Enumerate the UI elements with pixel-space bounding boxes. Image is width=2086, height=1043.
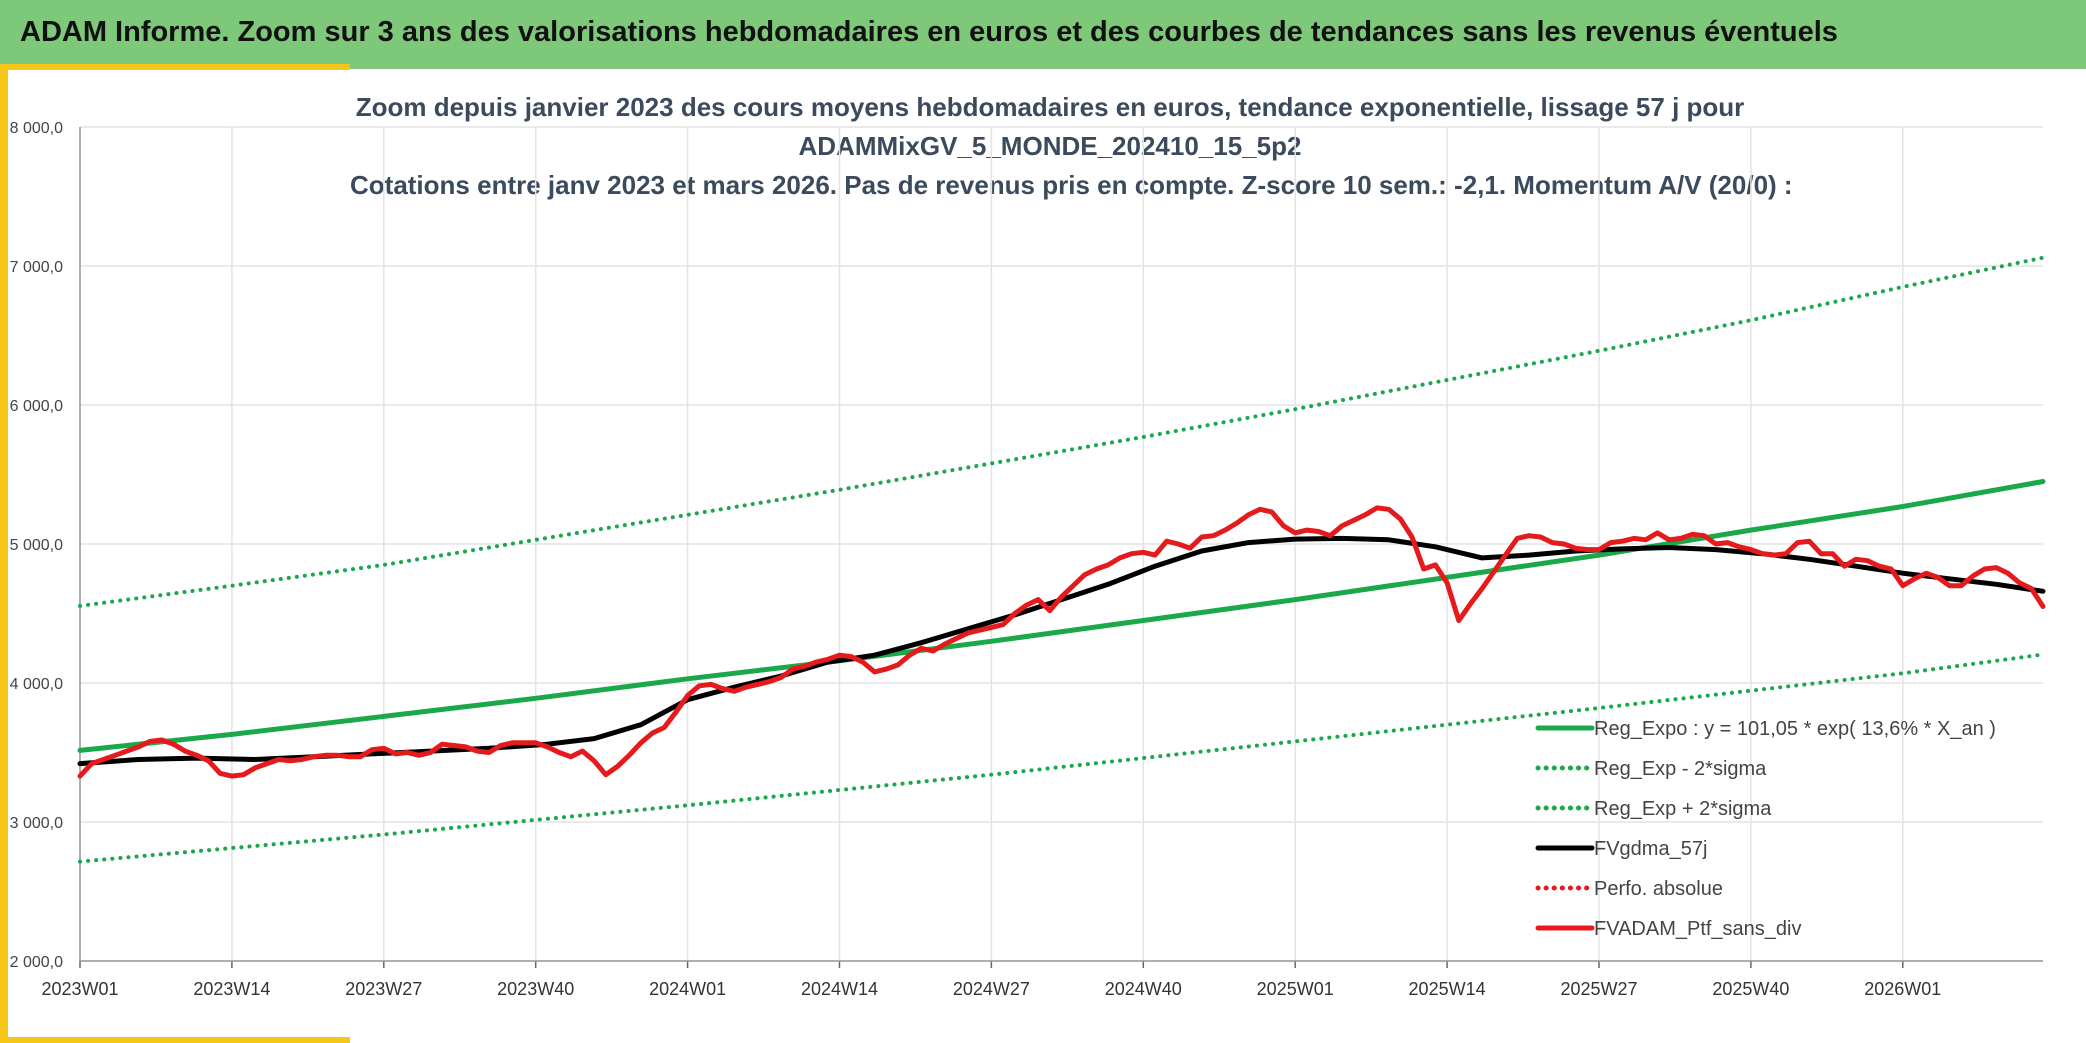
chart-title-line-3: Cotations entre janv 2023 et mars 2026. … xyxy=(350,170,1793,200)
report-title: ADAM Informe. Zoom sur 3 ans des valoris… xyxy=(20,16,1838,48)
x-tick-label: 2023W27 xyxy=(345,979,422,999)
legend-label: FVADAM_Ptf_sans_div xyxy=(1594,918,1802,940)
x-tick-label: 2025W01 xyxy=(1257,979,1334,999)
x-tick-label: 2024W40 xyxy=(1105,979,1182,999)
y-tick-label: 2 000,0 xyxy=(10,954,63,971)
series-reg-exp-2-sigma xyxy=(78,255,2045,608)
y-tick-label: 6 000,0 xyxy=(10,398,63,415)
legend-label: Reg_Exp - 2*sigma xyxy=(1594,758,1767,780)
series-fvadam-ptf-sans-div xyxy=(77,505,2046,779)
accent-bar-bottom xyxy=(0,1037,350,1043)
y-tick-label: 7 000,0 xyxy=(10,259,63,276)
x-tick-label: 2025W27 xyxy=(1560,979,1637,999)
chart-legend: Reg_Expo : y = 101,05 * exp( 13,6% * X_a… xyxy=(1535,718,1996,940)
series-reg-expo xyxy=(77,479,2046,753)
y-tick-label: 3 000,0 xyxy=(10,815,63,832)
y-tick-label: 8 000,0 xyxy=(10,120,63,137)
x-tick-label: 2026W01 xyxy=(1864,979,1941,999)
x-tick-label: 2023W40 xyxy=(497,979,574,999)
accent-bar-top xyxy=(0,64,350,70)
x-tick-label: 2024W14 xyxy=(801,979,878,999)
chart-grid xyxy=(79,126,2043,962)
y-tick-label: 4 000,0 xyxy=(10,676,63,693)
x-tick-label: 2024W27 xyxy=(953,979,1030,999)
x-tick-label: 2025W14 xyxy=(1409,979,1486,999)
series-reg-exp-2-sigma xyxy=(78,652,2045,864)
x-tick-label: 2023W14 xyxy=(193,979,270,999)
chart-title-line-2: ADAMMixGV_5_MONDE_202410_15_5p2 xyxy=(798,131,1302,161)
legend-label: Reg_Exp + 2*sigma xyxy=(1594,798,1772,820)
chart-title: Zoom depuis janvier 2023 des cours moyen… xyxy=(350,88,1793,205)
chart-title-line-1: Zoom depuis janvier 2023 des cours moyen… xyxy=(355,92,1745,122)
report-header: ADAM Informe. Zoom sur 3 ans des valoris… xyxy=(0,0,2086,69)
chart-axes: 2 000,0 3 000,0 4 000,0 5 000,0 6 000,0 7 000… xyxy=(10,120,2043,999)
x-tick-label: 2024W01 xyxy=(649,979,726,999)
x-tick-label: 2023W01 xyxy=(41,979,118,999)
legend-label: Perfo. absolue xyxy=(1594,878,1723,900)
y-tick-label: 5 000,0 xyxy=(10,537,63,554)
x-tick-label: 2025W40 xyxy=(1712,979,1789,999)
legend-label: Reg_Expo : y = 101,05 * exp( 13,6% * X_a… xyxy=(1594,718,1996,740)
accent-bar-left xyxy=(0,64,8,1043)
chart-series xyxy=(77,255,2046,864)
legend-label: FVgdma_57j xyxy=(1594,838,1707,860)
